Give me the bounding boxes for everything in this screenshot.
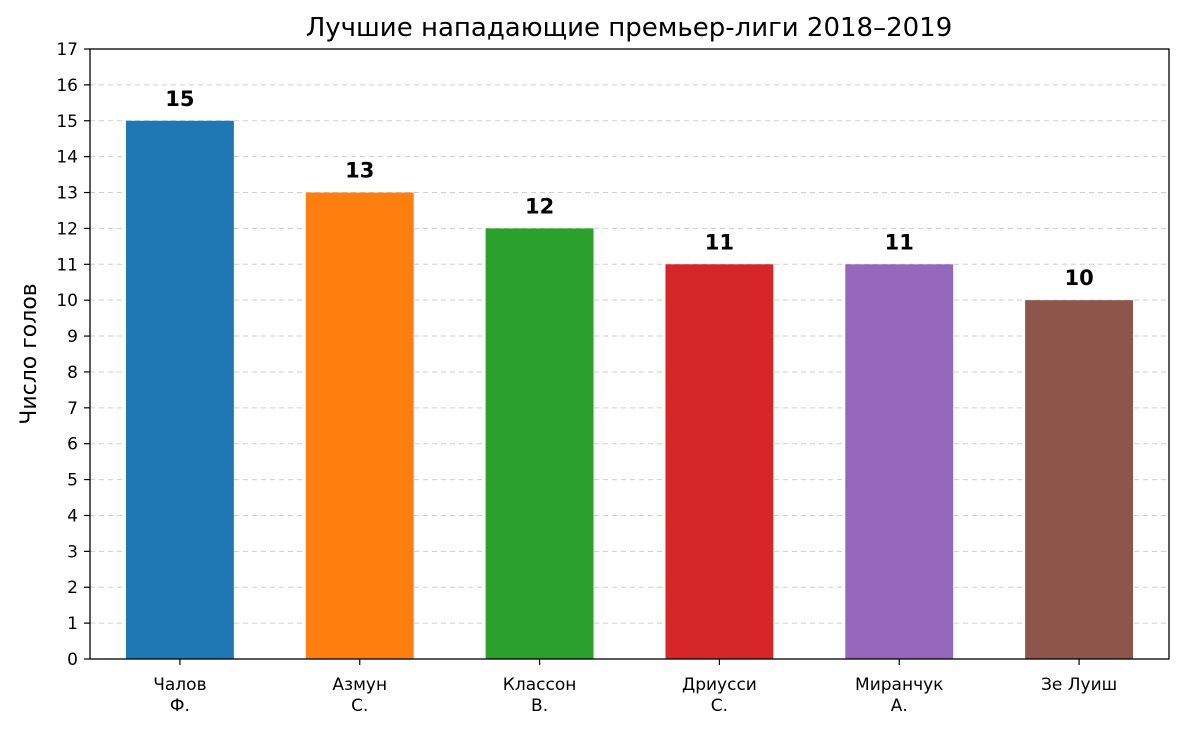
y-tick-label: 13 (56, 184, 78, 204)
y-tick-label: 4 (67, 506, 78, 526)
x-tick-label: Дриусси С. (682, 675, 757, 716)
y-tick-label: 16 (56, 76, 78, 96)
y-tick-label: 2 (67, 578, 78, 598)
y-tick-label: 8 (67, 363, 78, 383)
y-tick-label: 9 (67, 327, 78, 347)
y-tick-label: 12 (56, 219, 78, 239)
x-tick-label-line: Чалов (153, 675, 206, 695)
x-tick-label: Зе Луиш (1041, 675, 1117, 695)
x-tick-label-line: Азмун (332, 675, 387, 695)
y-tick-label: 5 (67, 471, 78, 491)
y-tick-label: 11 (56, 255, 78, 275)
y-tick-label: 14 (56, 148, 78, 168)
chart-title: Лучшие нападающие премьер-лиги 2018–2019 (306, 13, 953, 43)
x-tick-label-line: С. (351, 696, 368, 716)
y-tick-label: 6 (67, 435, 78, 455)
bar (845, 264, 954, 659)
x-tick-label-line: С. (711, 696, 728, 716)
bar (665, 264, 774, 659)
bar-value-label: 10 (1064, 266, 1093, 290)
y-tick-label: 10 (56, 291, 78, 311)
bar-value-label: 11 (705, 230, 734, 254)
x-axis: Чалов Ф.Азмун С.Классон В.Дриусси С.Миранчук… (153, 659, 1117, 716)
bar (305, 192, 414, 659)
bar (485, 228, 594, 660)
x-tick-label-line: Зе Луиш (1041, 675, 1117, 695)
bar (1025, 300, 1134, 659)
y-axis-label: Число голов (17, 283, 42, 425)
y-tick-label: 3 (67, 542, 78, 562)
plot-frame (89, 48, 1170, 660)
y-tick-label: 7 (67, 399, 78, 419)
x-tick-label: Азмун С. (332, 675, 387, 716)
x-tick-label-line: А. (891, 696, 908, 716)
y-tick-label: 17 (56, 40, 78, 60)
x-tick-label: Классон В. (503, 675, 577, 716)
x-tick-label-line: Ф. (170, 696, 190, 716)
y-tick-label: 15 (56, 112, 78, 132)
x-tick-label: Миранчук А. (855, 675, 943, 716)
value-labels: 15 13 12 11 11 10 (165, 87, 1093, 290)
bar-value-label: 15 (165, 87, 194, 111)
y-tick-label: 0 (67, 650, 78, 670)
x-tick-label-line: Классон (503, 675, 577, 695)
bar-value-label: 11 (885, 230, 914, 254)
x-tick-label: Чалов Ф. (153, 675, 206, 716)
bar-value-label: 13 (345, 159, 374, 183)
grid-lines (90, 84, 1169, 624)
x-tick-label-line: Миранчук (855, 675, 943, 695)
bar (125, 120, 234, 659)
x-tick-label-line: В. (531, 696, 548, 716)
x-tick-label-line: Дриусси (682, 675, 757, 695)
bar-value-label: 12 (525, 194, 554, 218)
y-tick-label: 1 (67, 614, 78, 634)
bars (125, 120, 1134, 660)
